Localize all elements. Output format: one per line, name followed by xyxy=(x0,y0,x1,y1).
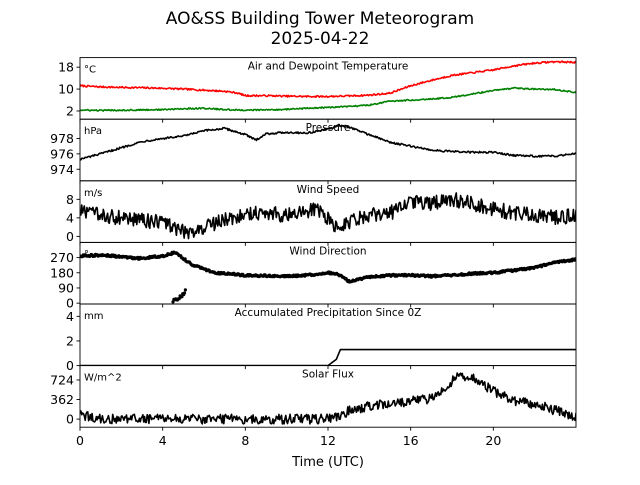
panel-5: 0 2 4 Accumulated Precipitation Since 0Z mm xyxy=(66,303,577,373)
panel-1: 2 10 18 Air and Dewpoint Temperature °C xyxy=(58,57,577,123)
panel-6: 0 362 724 Solar Flux W/m^2 xyxy=(50,365,577,431)
series-1-line xyxy=(80,123,576,161)
panel-title: Air and Dewpoint Temperature xyxy=(248,61,409,73)
series-1-line xyxy=(80,60,576,99)
y-tick-label: 0 xyxy=(66,296,74,311)
panel-title: Pressure xyxy=(306,122,351,134)
series-1-line xyxy=(80,348,576,366)
figure-title: AO&SS Building Tower Meteorogram xyxy=(166,9,474,29)
panel-title: Accumulated Precipitation Since 0Z xyxy=(235,307,422,319)
x-tick-label: 16 xyxy=(403,433,419,448)
y-tick-label: 8 xyxy=(66,192,74,207)
x-tick-label: 0 xyxy=(76,433,84,448)
y-tick-label: 0 xyxy=(66,412,74,427)
panel-title: Solar Flux xyxy=(302,369,354,381)
y-tick-label: 974 xyxy=(50,162,74,177)
series-point xyxy=(182,291,187,295)
y-tick-label: 270 xyxy=(50,250,74,265)
x-axis-label: Time (UTC) xyxy=(291,455,364,470)
series-point xyxy=(183,288,187,292)
x-tick-label: 20 xyxy=(485,433,501,448)
x-tick-label: 4 xyxy=(159,433,167,448)
y-tick-label: 4 xyxy=(66,210,74,225)
panel-unit-label: m/s xyxy=(84,188,102,199)
y-tick-label: 362 xyxy=(50,392,74,407)
x-tick-label: 8 xyxy=(241,433,249,448)
y-tick-label: 0 xyxy=(66,358,74,373)
y-tick-label: 10 xyxy=(58,82,74,97)
figure-subtitle: 2025-04-22 xyxy=(271,29,370,49)
panel-unit-label: mm xyxy=(84,311,103,322)
y-tick-label: 90 xyxy=(58,280,74,295)
series-1-line xyxy=(80,372,576,425)
series-2-line xyxy=(80,86,576,112)
panel-unit-label: °C xyxy=(84,65,96,76)
y-tick-label: 0 xyxy=(66,229,74,244)
y-tick-label: 4 xyxy=(66,309,74,324)
y-tick-label: 978 xyxy=(50,131,74,146)
y-tick-label: 2 xyxy=(66,333,74,348)
y-tick-label: 180 xyxy=(50,265,74,280)
panel-unit-label: W/m^2 xyxy=(84,373,122,384)
panel-title: Wind Speed xyxy=(297,184,360,196)
series-1-dots xyxy=(80,250,576,284)
x-tick-label: 12 xyxy=(320,433,336,448)
panel-unit-label: hPa xyxy=(84,126,102,137)
series-point xyxy=(171,300,175,304)
series-1-line xyxy=(80,192,576,240)
panel-title: Wind Direction xyxy=(289,245,366,257)
y-tick-label: 2 xyxy=(66,103,74,118)
y-tick-label: 976 xyxy=(50,146,74,161)
y-tick-label: 724 xyxy=(50,372,74,387)
panel-unit-label: ° xyxy=(84,249,89,260)
series-2-dots xyxy=(171,288,187,304)
panel-3: 0 4 8 Wind Speed m/s xyxy=(66,180,577,246)
y-tick-label: 18 xyxy=(58,60,74,75)
